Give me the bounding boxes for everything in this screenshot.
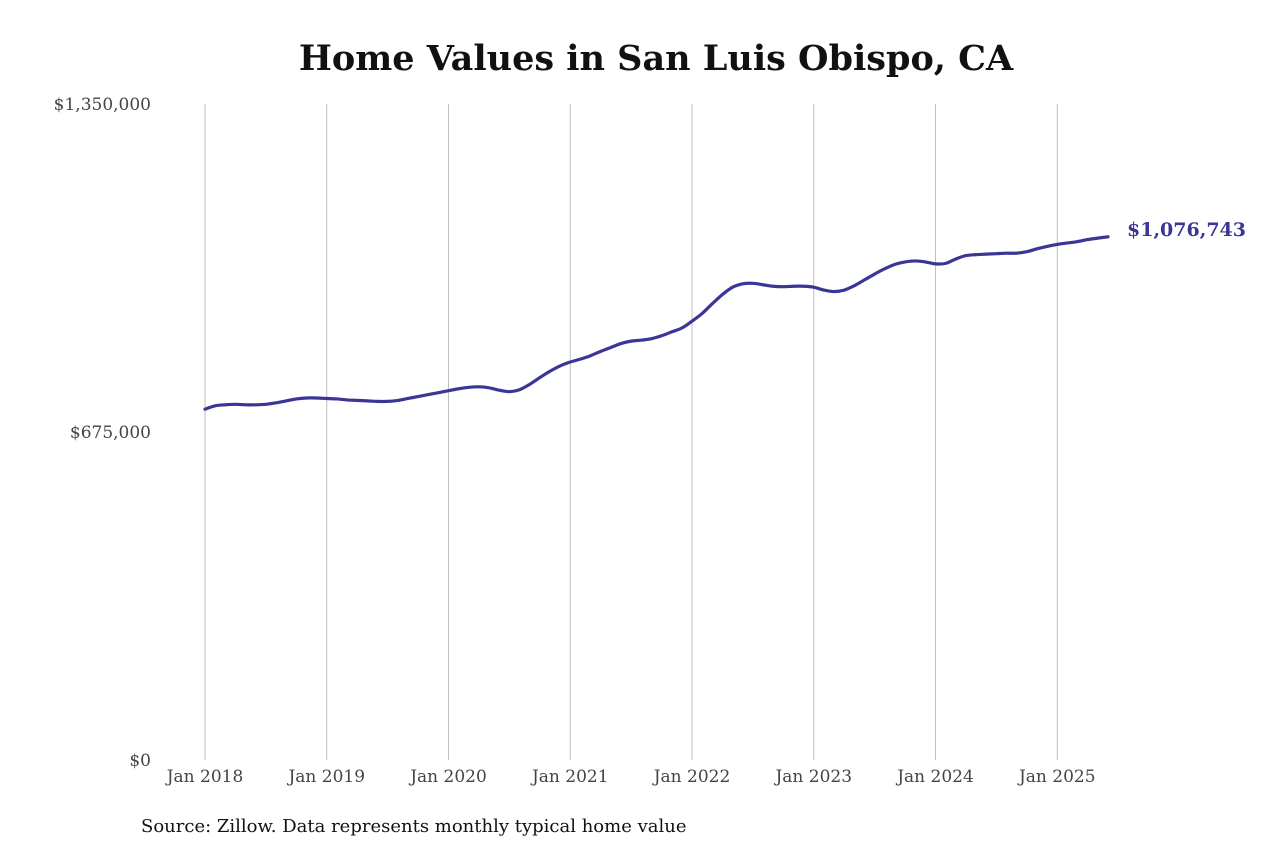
y-tick-label: $0 [129, 751, 151, 771]
x-tick-label: Jan 2021 [530, 767, 609, 787]
x-tick-label: Jan 2020 [408, 767, 487, 787]
y-tick-label: $675,000 [70, 423, 151, 443]
x-tick-label: Jan 2022 [652, 767, 731, 787]
x-axis-ticks: Jan 2018 Jan 2019 Jan 2020 Jan 2021 Jan 2022… [165, 767, 1096, 787]
chart-title: Home Values in San Luis Obispo, CA [298, 38, 1014, 79]
x-tick-label: Jan 2025 [1017, 767, 1096, 787]
x-tick-label: Jan 2024 [895, 767, 974, 787]
x-tick-label: Jan 2023 [773, 767, 852, 787]
series-line-0 [203, 235, 1110, 411]
last-value-label: $1,076,743 [1127, 219, 1246, 241]
y-tick-label: $1,350,000 [54, 95, 151, 115]
x-tick-label: Jan 2018 [165, 767, 244, 787]
gridlines [204, 104, 1058, 760]
y-axis-ticks: $0 $675,000 $1,350,000 [54, 95, 151, 771]
series-layer [203, 235, 1110, 411]
source-note: Source: Zillow. Data represents monthly … [141, 816, 687, 837]
x-tick-label: Jan 2019 [286, 767, 365, 787]
